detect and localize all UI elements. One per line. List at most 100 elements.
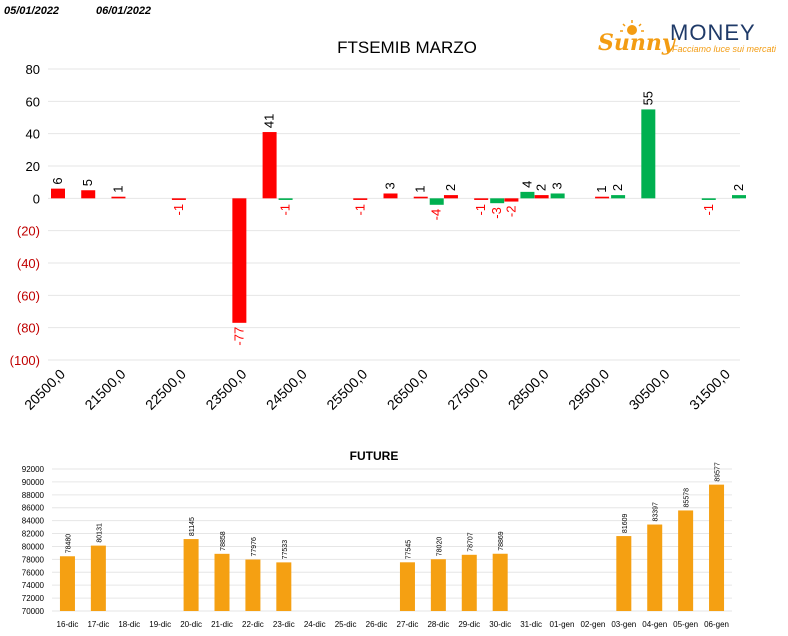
y-tick-label: 82000	[22, 530, 45, 539]
bar-green	[732, 195, 746, 199]
data-label: -1	[352, 204, 367, 216]
future-bar	[678, 510, 694, 611]
bar-red	[534, 195, 549, 199]
data-label: -4	[429, 209, 444, 221]
data-label: 81145	[189, 517, 196, 536]
data-label: 2	[731, 184, 746, 191]
data-label: 1	[413, 185, 428, 192]
logo-tagline: Facciamo luce sui mercati	[672, 44, 776, 54]
date-left: 05/01/2022	[4, 5, 60, 17]
y-tick-label: 72000	[22, 594, 45, 603]
x-tick-label: 02-gen	[580, 620, 605, 629]
x-tick-label: 28500,0	[505, 366, 552, 413]
sun-icon	[620, 20, 644, 35]
x-tick-label: 22500,0	[142, 366, 189, 413]
data-label: 78480	[65, 534, 72, 554]
y-tick-label: 88000	[22, 491, 45, 500]
data-label: 81609	[622, 513, 629, 533]
x-tick-label: 30-dic	[489, 620, 511, 629]
bar-green	[490, 198, 505, 204]
x-tick-label: 25500,0	[323, 366, 370, 413]
y-tick-label: (20)	[17, 224, 40, 239]
future-bar	[59, 556, 75, 611]
data-label: 55	[640, 91, 655, 105]
data-label: 89577	[715, 462, 722, 482]
ftsemib-chart: FTSEMIB MARZO 80 60 40 20 0 (20) (40) (60) (80) (…	[10, 38, 746, 413]
x-tick-label: 20500,0	[21, 366, 68, 413]
x-tick-label: 22-dic	[242, 620, 264, 629]
y-tick-label: (40)	[17, 256, 40, 271]
future-bar	[245, 559, 261, 611]
data-label: -1	[278, 204, 293, 216]
bar-green	[701, 198, 716, 200]
x-tick-label: 24500,0	[263, 366, 310, 413]
y-tick-label: 86000	[22, 504, 45, 513]
x-tick-label: 23-dic	[273, 620, 295, 629]
data-label: -77	[231, 327, 246, 346]
x-tick-label: 03-gen	[611, 620, 636, 629]
future-bar	[399, 562, 415, 611]
y-tick-label: 90000	[22, 478, 45, 487]
y-tick-label: 92000	[22, 465, 45, 474]
future-bar	[461, 554, 477, 611]
y-tick-label: 84000	[22, 517, 45, 526]
future-bar	[90, 545, 106, 611]
x-tick-label: 16-dic	[57, 620, 79, 629]
data-label: 2	[610, 184, 625, 191]
bar-red	[51, 188, 65, 199]
x-tick-label: 18-dic	[118, 620, 140, 629]
y-tick-label: (100)	[10, 353, 40, 368]
data-label: 78858	[220, 531, 227, 551]
data-label: 77545	[405, 540, 412, 560]
future-chart: FUTURE 92000 90000 88000 86000 84000 82000 800…	[22, 449, 732, 629]
bar-green	[429, 198, 444, 205]
bar-red	[81, 190, 96, 199]
data-label: -1	[701, 204, 716, 216]
x-tick-label: 05-gen	[673, 620, 698, 629]
chart-title: FTSEMIB MARZO	[337, 38, 477, 57]
data-label: 2	[443, 184, 458, 191]
future-title: FUTURE	[350, 449, 399, 463]
x-tick-label: 29-dic	[458, 620, 480, 629]
x-tick-label: 24-dic	[304, 620, 326, 629]
x-tick-label: 28-dic	[427, 620, 449, 629]
data-label: -1	[473, 204, 488, 216]
data-label: 41	[262, 114, 277, 128]
bar-red	[504, 198, 519, 202]
future-bar	[647, 524, 663, 611]
data-label: 77533	[282, 540, 289, 560]
x-tick-label: 29500,0	[565, 366, 612, 413]
y-tick-label: 0	[33, 191, 40, 206]
bar-red	[595, 196, 610, 199]
future-bar	[616, 536, 632, 611]
future-bar	[214, 553, 230, 611]
logo-script: Sunny	[598, 30, 677, 56]
bar-red	[232, 198, 247, 323]
y-tick-label: (80)	[17, 321, 40, 336]
data-label: 78020	[436, 537, 443, 557]
y-tick-label: 74000	[22, 581, 45, 590]
x-tick-label: 30500,0	[626, 366, 673, 413]
data-label: 77976	[251, 537, 258, 557]
future-bar	[430, 559, 446, 611]
bar-green	[611, 195, 626, 199]
x-tick-label: 21500,0	[81, 366, 128, 413]
y-tick-label: 70000	[22, 607, 45, 616]
data-label: -2	[503, 206, 518, 218]
x-tick-label: 31-dic	[520, 620, 542, 629]
y-tick-label: 60	[26, 94, 40, 109]
data-label: 2	[534, 184, 549, 191]
x-tick-label: 27-dic	[397, 620, 419, 629]
bar-red	[413, 196, 428, 199]
data-label: 5	[80, 179, 95, 186]
data-label: 80131	[96, 523, 103, 543]
logo-caps: MONEY	[670, 20, 756, 45]
bar-green	[641, 109, 656, 199]
x-tick-label: 06-gen	[704, 620, 729, 629]
x-tick-label: 01-gen	[550, 620, 575, 629]
x-tick-label: 17-dic	[87, 620, 109, 629]
bar-red	[171, 198, 186, 200]
x-tick-label: 20-dic	[180, 620, 202, 629]
data-label: 6	[50, 177, 65, 184]
x-tick-label: 27500,0	[444, 366, 491, 413]
